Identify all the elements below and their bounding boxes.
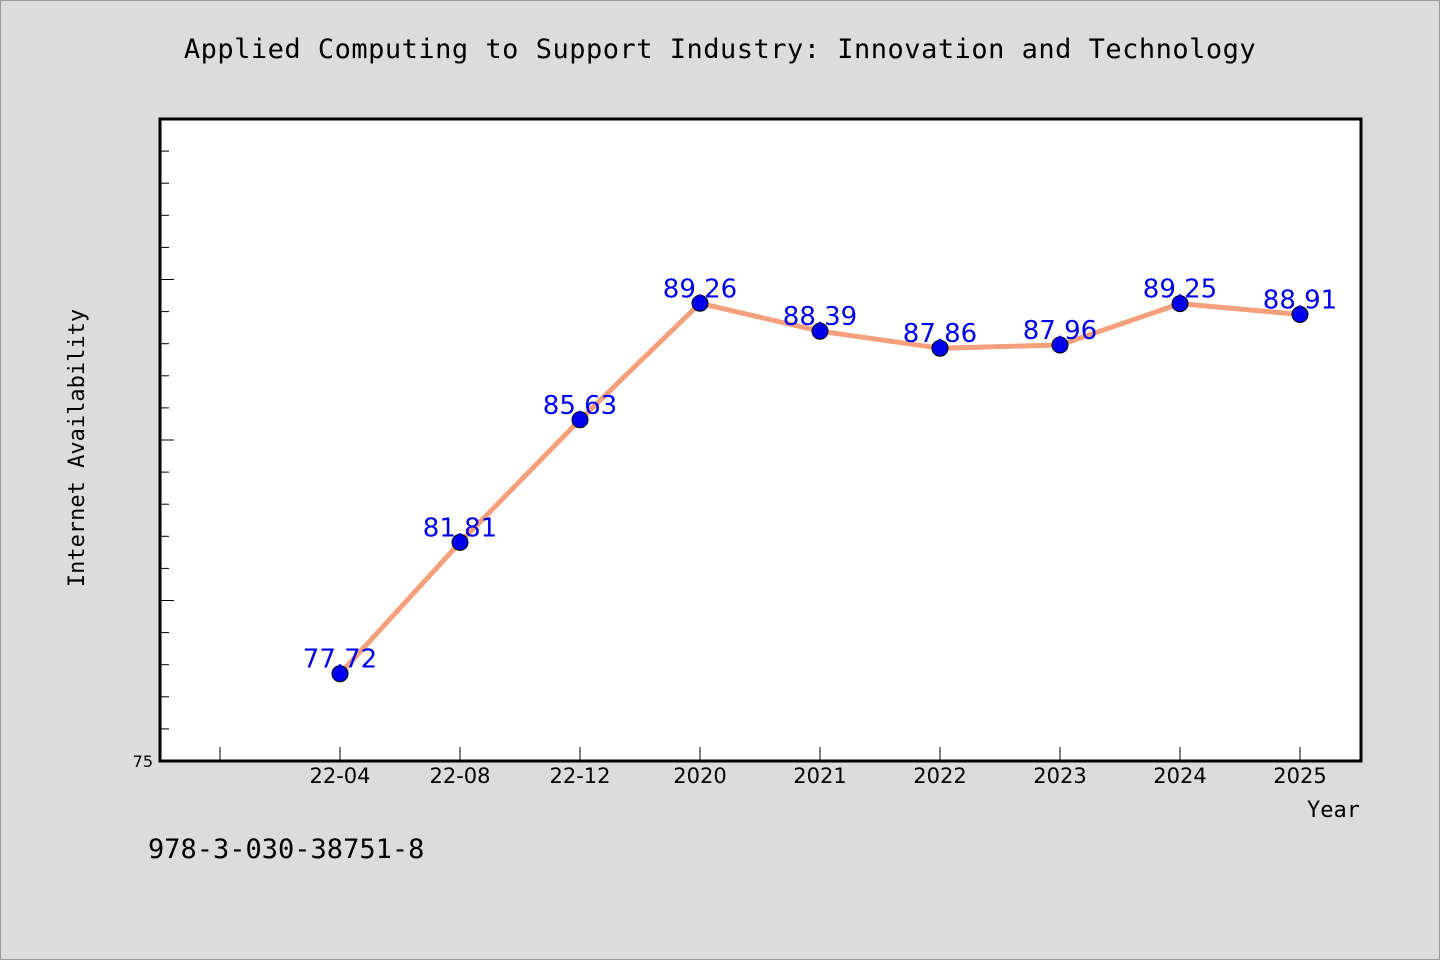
data-label: 87.86: [903, 319, 977, 349]
data-point: [811, 322, 829, 340]
data-label: 85.63: [543, 391, 617, 421]
x-tick-label: 2022: [913, 764, 966, 788]
y-axis-label: Internet Availability: [65, 309, 90, 587]
data-label-layer: 77.72 81.81 85.63 89.26 88.39 87.86 87.96 89.25…: [303, 274, 1337, 674]
data-point: [1051, 336, 1069, 354]
chart-title: Applied Computing to Support Industry: I…: [183, 34, 1257, 65]
x-tick-label: 2023: [1033, 764, 1086, 788]
data-point: [571, 411, 589, 429]
x-tick-label: 22-04: [309, 764, 370, 788]
y-axis-ticks: [160, 150, 174, 730]
data-point: [451, 533, 469, 551]
y-tick-label: 75: [133, 752, 153, 771]
data-point: [691, 294, 709, 312]
x-tick-label: 22-08: [429, 764, 490, 788]
x-tick-label: 2025: [1273, 764, 1326, 788]
data-label: 77.72: [303, 645, 377, 675]
data-point: [331, 665, 349, 683]
data-label: 88.91: [1263, 285, 1337, 315]
x-axis-label: Year: [1307, 798, 1360, 823]
data-label: 89.25: [1143, 275, 1217, 305]
x-tick-label: 2024: [1153, 764, 1206, 788]
isbn-code: 978-3-030-38751-8: [148, 834, 425, 865]
data-point: [1291, 305, 1309, 323]
x-axis-ticks: 22-04 22-08 22-12 2020 2021 2022 2023 2024 2025: [219, 747, 1327, 788]
data-label: 87.96: [1023, 316, 1097, 346]
data-point: [931, 339, 949, 357]
data-label: 89.26: [663, 274, 737, 304]
x-tick-label: 22-12: [549, 764, 610, 788]
data-point: [1171, 295, 1189, 313]
x-tick-label: 2021: [793, 764, 846, 788]
data-label: 81.81: [423, 513, 497, 543]
series-layer: [331, 294, 1309, 683]
data-label: 88.39: [783, 302, 857, 332]
x-tick-label: 2020: [673, 764, 726, 788]
